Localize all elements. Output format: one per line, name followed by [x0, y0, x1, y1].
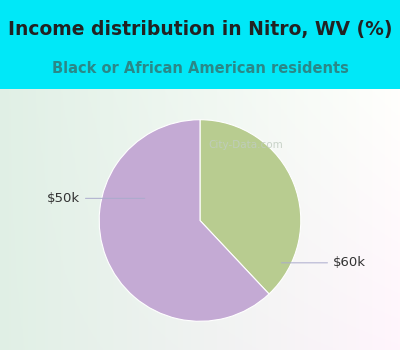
Text: $50k: $50k — [47, 192, 145, 205]
Wedge shape — [200, 120, 301, 294]
Text: Black or African American residents: Black or African American residents — [52, 61, 348, 76]
Text: City-Data.com: City-Data.com — [208, 140, 283, 150]
Text: $60k: $60k — [282, 256, 366, 270]
Text: Income distribution in Nitro, WV (%): Income distribution in Nitro, WV (%) — [8, 20, 392, 39]
Wedge shape — [99, 120, 269, 321]
